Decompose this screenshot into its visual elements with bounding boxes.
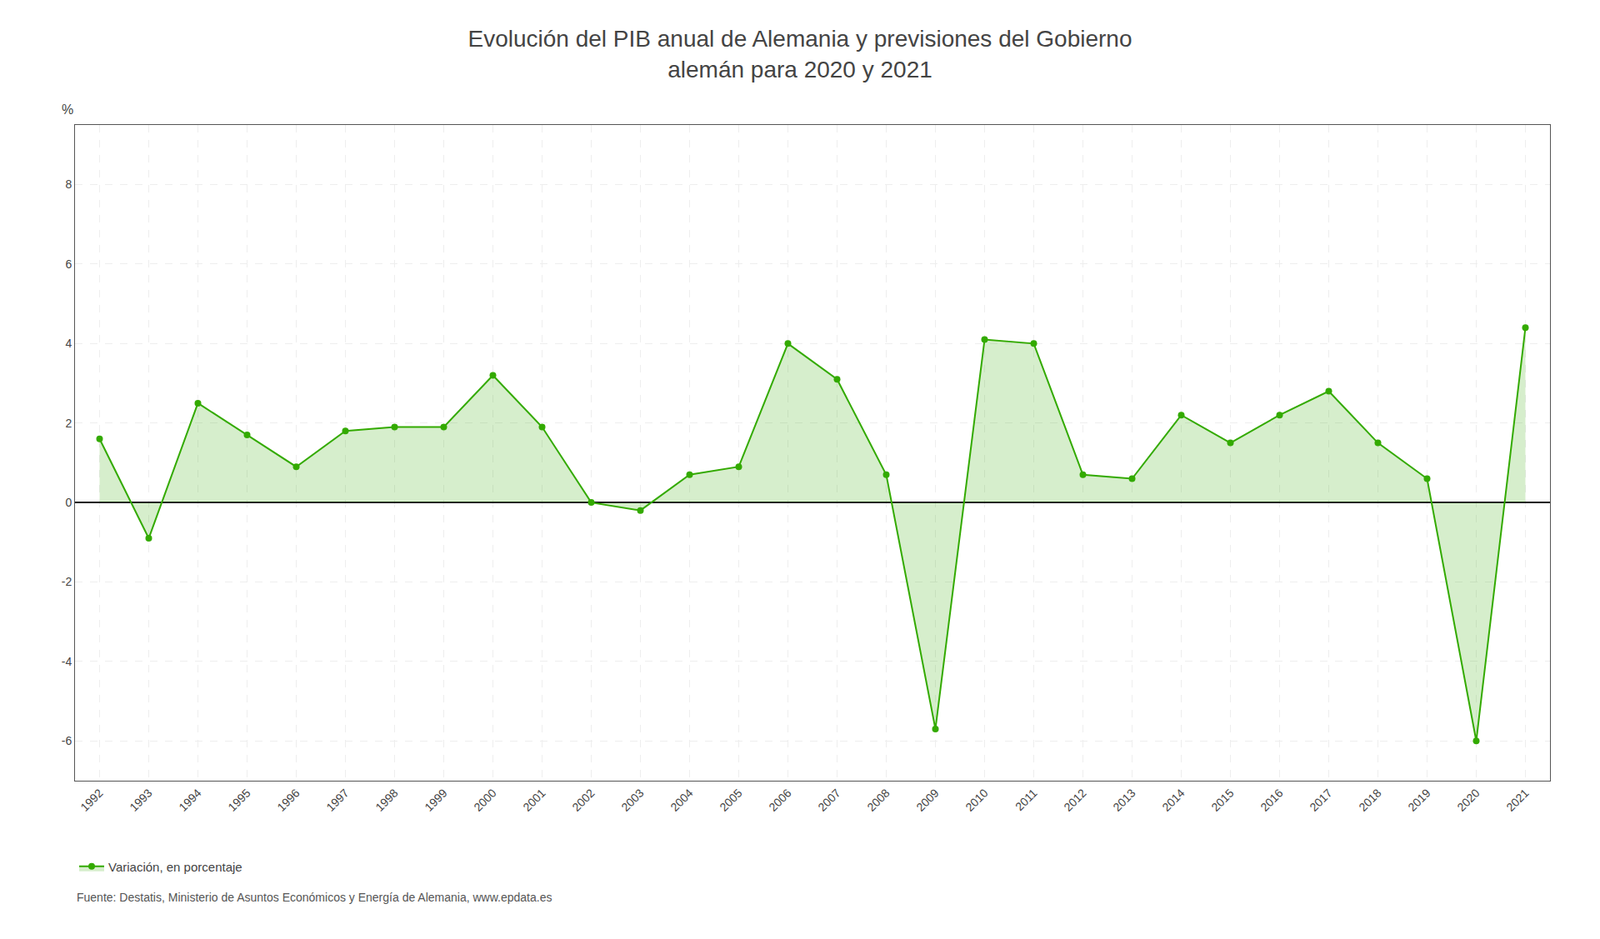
svg-text:2004: 2004 bbox=[667, 785, 695, 814]
svg-text:1992: 1992 bbox=[77, 785, 105, 814]
svg-text:2021: 2021 bbox=[1503, 785, 1531, 814]
svg-text:-6: -6 bbox=[61, 734, 73, 748]
svg-text:2014: 2014 bbox=[1159, 785, 1187, 814]
svg-text:2007: 2007 bbox=[815, 785, 843, 814]
svg-text:2011: 2011 bbox=[1012, 785, 1040, 814]
svg-text:0: 0 bbox=[65, 495, 72, 510]
svg-text:2015: 2015 bbox=[1208, 785, 1236, 814]
svg-text:2003: 2003 bbox=[618, 785, 646, 814]
svg-text:%: % bbox=[61, 102, 74, 117]
svg-text:Variación, en porcentaje: Variación, en porcentaje bbox=[108, 860, 243, 875]
svg-text:1995: 1995 bbox=[225, 785, 253, 814]
svg-text:1998: 1998 bbox=[372, 785, 400, 814]
svg-text:2013: 2013 bbox=[1110, 785, 1138, 814]
svg-text:2016: 2016 bbox=[1257, 785, 1285, 814]
svg-text:2018: 2018 bbox=[1355, 785, 1384, 814]
svg-text:2017: 2017 bbox=[1306, 785, 1335, 814]
svg-text:-2: -2 bbox=[61, 575, 73, 589]
svg-text:2001: 2001 bbox=[520, 785, 548, 814]
svg-text:2010: 2010 bbox=[962, 785, 990, 814]
svg-text:Fuente: Destatis, Ministerio d: Fuente: Destatis, Ministerio de Asuntos … bbox=[76, 890, 552, 905]
svg-text:2002: 2002 bbox=[569, 785, 597, 814]
svg-text:1994: 1994 bbox=[175, 785, 204, 814]
svg-text:2005: 2005 bbox=[716, 785, 745, 814]
svg-text:8: 8 bbox=[65, 177, 72, 191]
svg-text:1993: 1993 bbox=[126, 785, 155, 814]
svg-text:1999: 1999 bbox=[421, 785, 450, 814]
svg-text:2000: 2000 bbox=[470, 785, 499, 814]
svg-text:2006: 2006 bbox=[765, 785, 794, 814]
svg-text:2012: 2012 bbox=[1060, 785, 1089, 814]
svg-text:4: 4 bbox=[65, 336, 72, 350]
svg-text:1996: 1996 bbox=[274, 785, 302, 814]
svg-text:2009: 2009 bbox=[913, 785, 941, 814]
svg-text:2: 2 bbox=[65, 416, 72, 430]
svg-text:1997: 1997 bbox=[323, 785, 351, 814]
svg-text:2008: 2008 bbox=[864, 785, 892, 814]
svg-text:Evolución del PIB anual de Ale: Evolución del PIB anual de Alemania y pr… bbox=[468, 25, 1133, 82]
svg-text:-4: -4 bbox=[61, 655, 73, 669]
svg-text:2020: 2020 bbox=[1454, 785, 1482, 814]
svg-text:6: 6 bbox=[65, 257, 72, 271]
svg-text:2019: 2019 bbox=[1405, 785, 1433, 814]
